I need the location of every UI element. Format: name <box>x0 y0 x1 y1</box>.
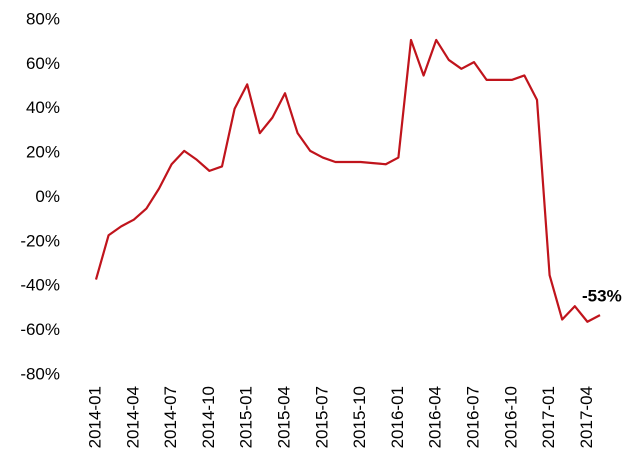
x-tick-label: 2014-04 <box>123 386 142 448</box>
x-tick-label: 2016-10 <box>501 386 520 448</box>
y-tick-label: -60% <box>20 320 60 339</box>
x-tick-label: 2015-04 <box>274 386 293 448</box>
y-tick-label: -80% <box>20 364 60 383</box>
x-tick-label: 2015-07 <box>312 386 331 448</box>
x-tick-label: 2017-01 <box>539 386 558 448</box>
x-tick-label: 2014-01 <box>85 386 104 448</box>
x-tick-label: 2017-04 <box>577 386 596 448</box>
y-tick-label: -20% <box>20 231 60 250</box>
x-tick-label: 2016-04 <box>426 386 445 448</box>
y-tick-label: 40% <box>26 98 60 117</box>
x-tick-label: 2016-01 <box>388 386 407 448</box>
x-tick-label: 2014-10 <box>199 386 218 448</box>
annotation: -53% <box>582 287 622 306</box>
x-tick-label: 2015-10 <box>350 386 369 448</box>
y-tick-label: 20% <box>26 143 60 162</box>
y-tick-label: -40% <box>20 276 60 295</box>
x-tick-label: 2014-07 <box>161 386 180 448</box>
y-tick-label: 60% <box>26 54 60 73</box>
x-tick-label: 2016-07 <box>463 386 482 448</box>
y-tick-label: 80% <box>26 9 60 28</box>
y-tick-label: 0% <box>35 187 60 206</box>
line <box>94 38 601 323</box>
x-tick-label: 2015-01 <box>237 386 256 448</box>
